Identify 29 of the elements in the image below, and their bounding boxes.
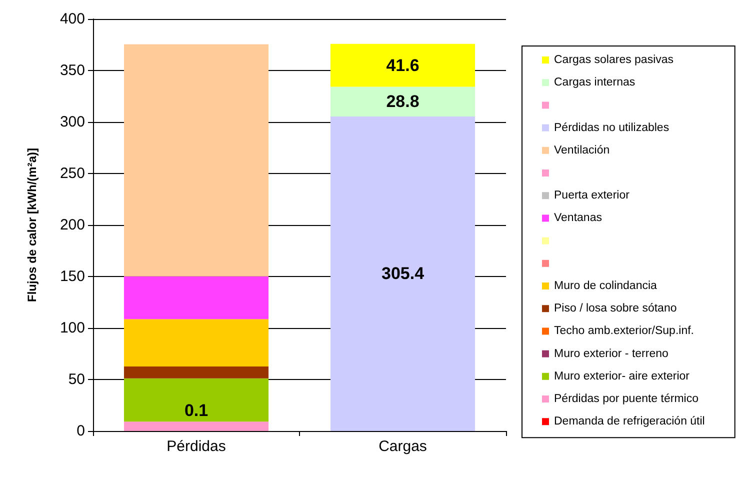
legend-label: Muro exterior- aire exterior (554, 370, 690, 382)
legend-label: Muro de colindancia (554, 280, 658, 292)
data-label: 28.8 (386, 92, 420, 112)
y-tick-label: 100 (60, 320, 85, 336)
legend-label: Pérdidas por puente térmico (554, 393, 698, 405)
legend-label: Puerta exterior (554, 190, 630, 202)
legend-label: Cargas internas (554, 76, 636, 89)
data-label: 41.6 (386, 56, 420, 75)
data-label: 305.4 (381, 264, 425, 284)
legend-label: Pérdidas no utilizables (554, 122, 670, 134)
x-tick-label: Pérdidas (166, 438, 226, 455)
y-tick-label: 150 (60, 268, 85, 285)
y-tick-label: 250 (60, 165, 85, 182)
legend-label: Techo amb.exterior/Sup.inf. (554, 325, 694, 338)
legend-label: Cargas solares pasivas (554, 54, 674, 66)
y-tick-label: 300 (60, 114, 85, 130)
y-tick-label: 0 (76, 422, 85, 440)
legend-label: Piso / losa sobre sótano (554, 302, 677, 315)
y-axis-title: Flujos de calor [kWh/(m²a)] (25, 148, 39, 302)
y-tick-label: 350 (60, 62, 85, 79)
legend-label: Ventilación (554, 144, 610, 156)
y-tick-label: 50 (68, 371, 85, 388)
x-tick-label: Cargas (378, 438, 427, 455)
y-tick-label: 400 (60, 10, 85, 28)
legend-label: Demanda de refrigeración útil (554, 416, 705, 428)
y-tick-label: 200 (60, 216, 85, 234)
legend-label: Muro exterior - terreno (554, 348, 668, 360)
data-label: 0.1 (184, 400, 208, 420)
legend-label: Ventanas (554, 212, 602, 224)
